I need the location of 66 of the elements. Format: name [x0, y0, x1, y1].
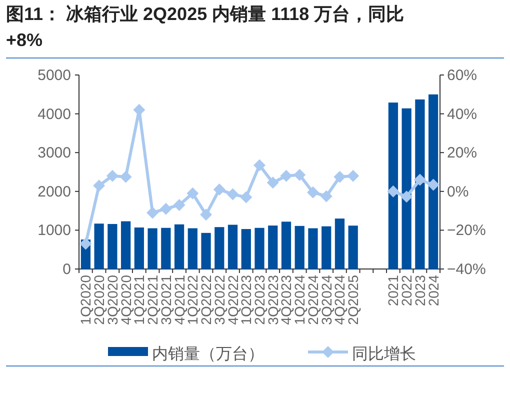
y2-tick-label: 60% — [447, 67, 478, 84]
point — [226, 188, 239, 200]
point — [294, 168, 306, 181]
y2-tick-label: −40% — [447, 261, 486, 278]
bar — [294, 226, 304, 269]
bar — [254, 228, 264, 269]
x-tick-label: 1Q2020 — [78, 274, 94, 325]
x-tick-label: 2024 — [425, 274, 442, 306]
point — [173, 198, 186, 211]
bar — [201, 232, 211, 269]
y-tick-label: 0 — [62, 261, 71, 278]
bar — [148, 228, 158, 269]
point — [120, 170, 132, 183]
bar — [94, 224, 104, 269]
point — [280, 170, 292, 182]
point — [254, 159, 266, 172]
point — [334, 170, 346, 183]
point — [186, 187, 199, 200]
y-tick-label: 3000 — [38, 144, 71, 162]
bar — [388, 102, 398, 269]
point — [387, 185, 400, 198]
y2-tick-label: −20% — [447, 222, 486, 240]
y-tick-label: 4000 — [38, 106, 71, 123]
bar — [322, 226, 332, 269]
y-tick-label: 2000 — [38, 183, 71, 200]
bar — [134, 227, 144, 269]
point — [427, 178, 440, 191]
bar — [174, 224, 184, 269]
point — [347, 170, 360, 182]
point — [414, 174, 426, 186]
x-tick-label: 2021 — [385, 274, 402, 306]
point — [266, 176, 279, 189]
point — [213, 183, 226, 196]
bar — [241, 229, 251, 269]
y2-tick-label: 20% — [447, 144, 478, 162]
point — [93, 180, 106, 192]
bar — [120, 221, 131, 269]
bar — [161, 228, 171, 269]
chart-title: 图11： 冰箱行业 2Q2025 内销量 1118 万台，同比+8% — [6, 4, 404, 50]
y2-tick-label: 40% — [447, 106, 478, 123]
y2-tick-label: 0% — [447, 183, 469, 200]
legend-label: 同比增长 — [352, 345, 416, 363]
point — [106, 170, 118, 182]
legend-label: 内销量（万台） — [152, 345, 264, 363]
bar — [108, 224, 118, 269]
point — [240, 191, 252, 204]
bar — [228, 224, 238, 269]
bar — [268, 226, 278, 269]
point — [306, 186, 319, 198]
point — [400, 190, 413, 203]
point — [320, 190, 332, 202]
bar — [308, 228, 318, 269]
point — [146, 206, 159, 219]
bar — [281, 222, 292, 269]
bar — [415, 99, 425, 269]
y-tick-label: 1000 — [38, 222, 71, 240]
bar — [188, 228, 198, 269]
bar — [214, 227, 224, 269]
bar — [428, 94, 438, 269]
bar — [334, 218, 345, 269]
point — [200, 208, 212, 221]
y-tick-label: 5000 — [38, 67, 71, 84]
point — [80, 238, 92, 250]
point — [160, 202, 172, 215]
bar — [348, 226, 358, 269]
bar — [402, 108, 412, 269]
